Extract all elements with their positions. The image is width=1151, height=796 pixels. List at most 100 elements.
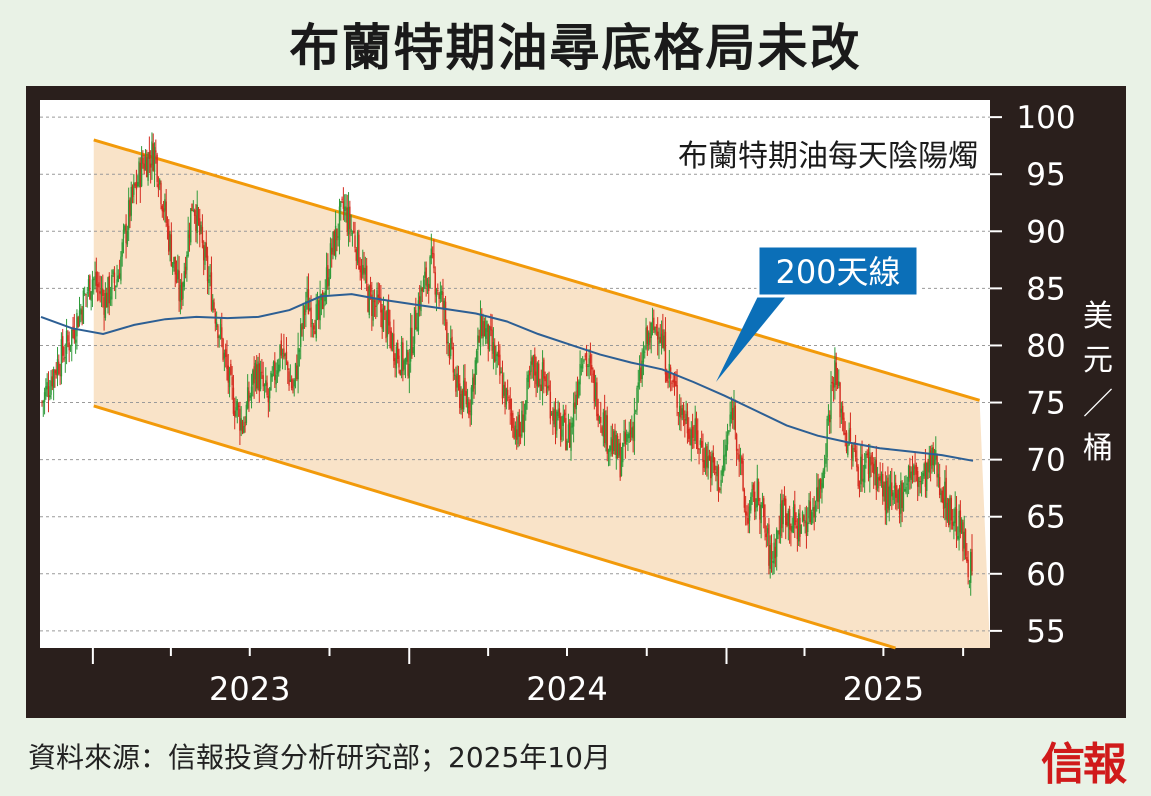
candle-body [246, 387, 249, 409]
candle-body [710, 456, 712, 479]
candle-body [681, 408, 683, 415]
candle-body [309, 308, 311, 311]
candle-body [50, 380, 52, 395]
candle-body [638, 367, 641, 381]
candle-body [59, 374, 61, 376]
candle-body [486, 320, 488, 333]
candlestick-series [41, 132, 973, 596]
candle-body [713, 458, 716, 471]
candle-body [936, 454, 938, 478]
candle-body [397, 342, 399, 359]
candle-body [138, 161, 140, 184]
candle-body [835, 362, 837, 386]
candle-body [941, 490, 943, 503]
candle-body [402, 342, 404, 372]
candle-body [159, 179, 161, 185]
candle-body [900, 480, 902, 514]
candle-body [774, 546, 777, 559]
candle-body [466, 399, 469, 409]
candle-body [962, 522, 964, 552]
candle-body [894, 482, 897, 498]
candle-body [442, 291, 444, 309]
candle-body [288, 371, 290, 386]
candle-body [829, 414, 831, 423]
candle-body [139, 162, 142, 188]
candle-body [785, 498, 787, 526]
candle-body [906, 483, 909, 485]
candle-body [434, 272, 436, 295]
candle-body [844, 433, 846, 435]
candle-body [602, 412, 605, 437]
candle-body [512, 412, 514, 429]
candle-body [421, 287, 423, 292]
candle-body [662, 329, 664, 348]
candle-body [889, 484, 892, 491]
candle-body [472, 377, 474, 392]
candle-body [911, 471, 914, 473]
candle-body [354, 235, 356, 248]
candle-body [283, 348, 285, 358]
candle-body [289, 379, 292, 382]
candle-body [315, 304, 317, 339]
candle-body [215, 322, 218, 328]
candle-body [558, 408, 561, 418]
candle-body [840, 408, 843, 413]
candle-body [45, 386, 47, 397]
candle-body [152, 143, 154, 171]
candle-body [800, 525, 802, 534]
x-tick-label: 2024 [526, 670, 607, 708]
candle-body [756, 478, 758, 508]
candle-body [52, 369, 55, 388]
candle-body [516, 429, 518, 440]
candle-body [603, 410, 606, 444]
candle-body [394, 358, 396, 366]
ma-callout: 200天線 [716, 244, 920, 382]
candle-body [532, 356, 535, 367]
candle-body [76, 312, 78, 337]
candle-body [455, 375, 457, 392]
candle-body [677, 412, 680, 414]
candle-body [938, 477, 941, 496]
candle-body [576, 390, 579, 396]
candle-body [535, 371, 537, 385]
candle-body [403, 360, 405, 370]
candle-body [910, 471, 912, 480]
candle-body [73, 328, 76, 340]
candle-body [301, 326, 303, 330]
candle-body [786, 522, 788, 526]
candle-body [772, 561, 774, 563]
candle-body [187, 230, 189, 257]
candle-body [451, 336, 453, 344]
candle-body [775, 529, 778, 557]
candle-body [951, 522, 954, 526]
candle-body [919, 480, 921, 483]
candle-body [56, 359, 59, 376]
candle-body [817, 486, 819, 503]
candle-body [143, 163, 145, 171]
ylabel-char: 桶 [1083, 431, 1113, 466]
candle-body [862, 478, 865, 482]
candle-body [234, 410, 236, 417]
candle-body [554, 410, 557, 435]
callout-box [756, 244, 920, 298]
candle-body [838, 381, 840, 386]
candle-body [244, 421, 246, 427]
candle-body [574, 403, 576, 408]
candle-body [871, 462, 874, 464]
candle-body [343, 206, 346, 212]
candle-body [580, 365, 583, 369]
candle-body [615, 434, 617, 459]
chart-svg: 55 60 65 70 75 80 85 90 95 100 2023 2024 2025 布蘭特期油… [26, 86, 1126, 718]
candle-body [562, 414, 564, 426]
candle-body [99, 291, 101, 294]
candle-body [360, 268, 363, 278]
candle-body [296, 365, 298, 380]
candle-body [77, 317, 79, 328]
candle-body [522, 414, 524, 433]
candle-body [853, 448, 855, 450]
candle-body [896, 493, 898, 503]
candle-body [658, 340, 660, 345]
candle-body [217, 325, 219, 339]
candle-body [655, 326, 658, 328]
candle-body [218, 335, 220, 339]
